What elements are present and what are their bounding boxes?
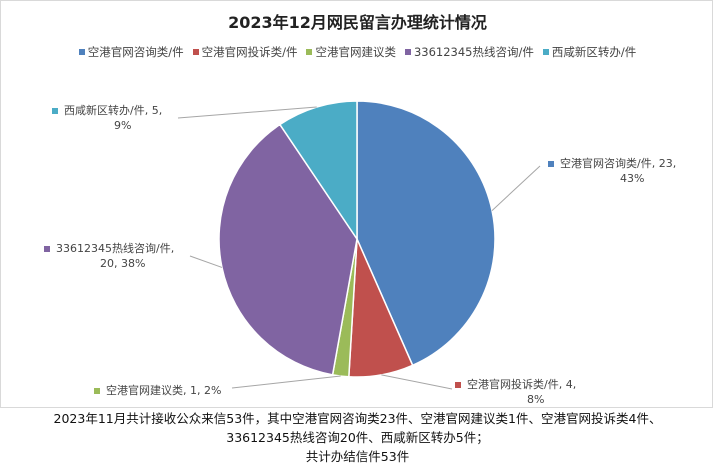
- legend-label-1: 空港官网投诉类/件: [201, 45, 298, 59]
- legend-label-4: 西咸新区转办/件: [551, 45, 637, 59]
- data-label-4-line1: 西咸新区转办/件, 5,: [64, 104, 163, 117]
- legend-swatch-2: [306, 49, 313, 55]
- caption-line-2: 33612345热线咨询20件、西咸新区转办5件；: [226, 430, 489, 445]
- chart-title: 2023年12月网民留言办理统计情况: [228, 13, 487, 32]
- caption-line-3: 共计办结信件53件: [305, 449, 410, 464]
- pie-slice-0: [356, 100, 496, 367]
- data-label-3-line2: 20, 38%: [100, 257, 146, 270]
- leader-line-1: [381, 374, 453, 390]
- pie-chart: [177, 100, 541, 390]
- legend-label-3: 33612345热线咨询/件: [413, 45, 534, 59]
- data-label-2: 空港官网建议类, 1, 2%: [94, 383, 221, 398]
- legend-label-0: 空港官网咨询类/件: [87, 45, 184, 59]
- data-label-3-line1: 33612345热线咨询/件,: [56, 242, 175, 255]
- caption: 2023年11月共计接收公众来信53件，其中空港官网咨询类23件、空港官网建议类…: [0, 409, 715, 466]
- legend-item-2: 空港官网建议类: [306, 44, 396, 60]
- legend-swatch-0: [78, 49, 85, 55]
- data-label-4: 西咸新区转办/件, 5, 9%: [52, 103, 162, 133]
- pie-slice-4: [278, 100, 358, 242]
- data-label-1-line1: 空港官网投诉类/件, 4,: [467, 378, 577, 391]
- legend: 空港官网咨询类/件 空港官网投诉类/件 空港官网建议类 33612345热线咨询…: [0, 44, 715, 60]
- data-label-1: 空港官网投诉类/件, 4, 8%: [455, 377, 576, 407]
- legend-item-1: 空港官网投诉类/件: [192, 44, 298, 60]
- leader-line-0: [491, 165, 541, 211]
- legend-item-0: 空港官网咨询类/件: [78, 44, 184, 60]
- legend-swatch-3: [404, 49, 411, 55]
- legend-item-4: 西咸新区转办/件: [542, 44, 637, 60]
- data-label-1-line2: 8%: [527, 393, 545, 406]
- leader-line-3: [189, 255, 223, 268]
- data-label-4-line2: 9%: [114, 119, 132, 132]
- legend-item-3: 33612345热线咨询/件: [404, 44, 534, 60]
- data-label-2-line1: 空港官网建议类, 1, 2%: [106, 384, 222, 397]
- leader-line-4: [177, 106, 317, 119]
- legend-swatch-4: [542, 49, 549, 55]
- data-label-3: 33612345热线咨询/件, 20, 38%: [44, 241, 174, 271]
- data-label-0-line2: 43%: [620, 172, 645, 185]
- data-label-0-line1: 空港官网咨询类/件, 23,: [560, 157, 677, 170]
- data-label-0: 空港官网咨询类/件, 23, 43%: [548, 156, 676, 186]
- legend-swatch-1: [192, 49, 199, 55]
- leader-line-2: [231, 375, 341, 389]
- legend-label-2: 空港官网建议类: [315, 45, 396, 59]
- caption-line-1: 2023年11月共计接收公众来信53件，其中空港官网咨询类23件、空港官网建议类…: [53, 411, 662, 426]
